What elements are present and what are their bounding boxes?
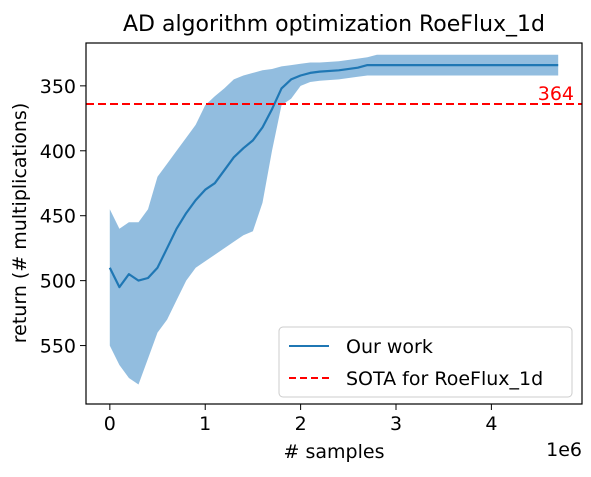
series-band-our-work [109,54,559,385]
x-tick-label: 4 [485,413,497,435]
y-tick-label: 400 [40,141,76,163]
y-tick-label: 500 [40,271,76,293]
x-tick-label: 3 [390,413,402,435]
legend: Our work SOTA for RoeFlux_1d [278,326,573,398]
plot-area: 364 [86,54,582,385]
x-axis-label: # samples [284,441,385,463]
y-axis-label: return (# multiplications) [9,103,31,343]
legend-box [278,326,573,398]
x-tick-label: 2 [295,413,307,435]
y-tick-label: 350 [40,76,76,98]
legend-label-sota: SOTA for RoeFlux_1d [346,368,543,390]
chart-title: AD algorithm optimization RoeFlux_1d [123,12,545,37]
x-tick-label: 1 [199,413,211,435]
y-tick-label: 550 [40,336,76,358]
x-offset-label: 1e6 [546,439,582,461]
y-tick-label: 450 [40,206,76,228]
sota-annotation: 364 [538,83,574,105]
legend-label-our-work: Our work [346,336,433,358]
x-tick-label: 0 [104,413,116,435]
series-line-our-work [108,63,559,289]
plot-frame [85,42,583,405]
axes: 0 1 2 3 4 350 400 450 500 550 [40,76,498,435]
